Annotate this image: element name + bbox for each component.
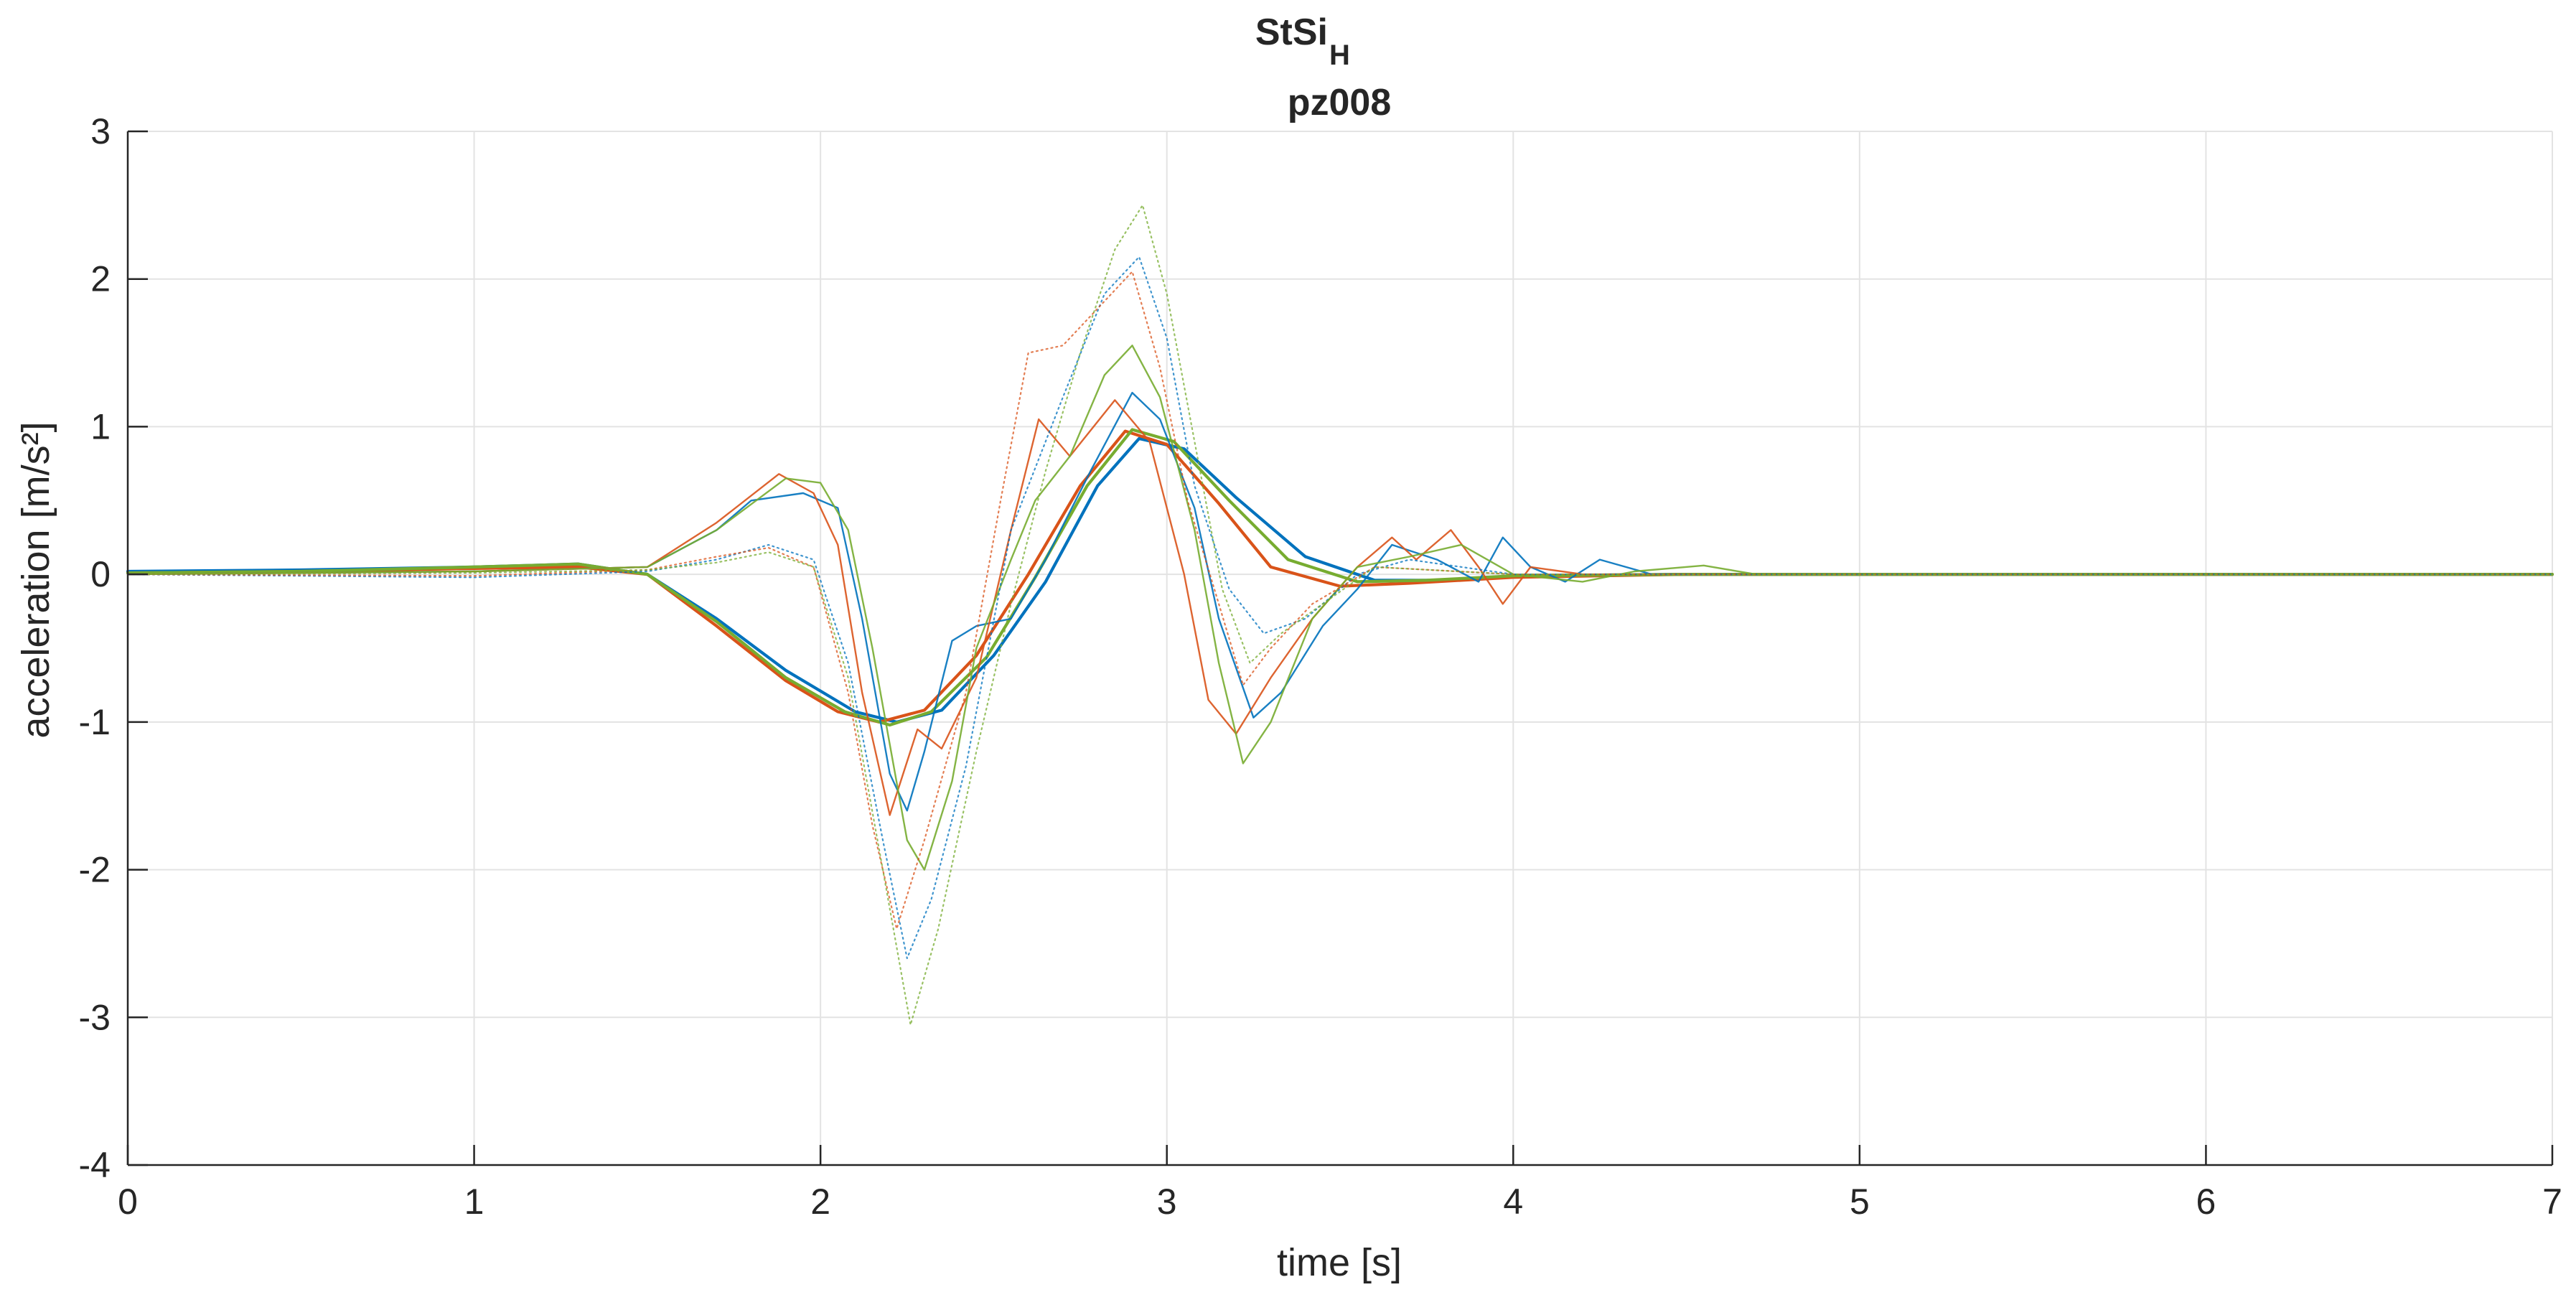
series-group [126, 204, 2554, 1026]
y-tick-label: -2 [79, 850, 111, 890]
x-axis-label: time [s] [1277, 1241, 1402, 1284]
x-tick-label: 0 [118, 1182, 138, 1222]
y-axis-label: acceleration [m/s²] [14, 421, 57, 738]
y-tick-label: -3 [79, 997, 111, 1037]
x-tick-label: 4 [1503, 1182, 1523, 1222]
series-blue-raw [126, 391, 2554, 812]
chart-title: StSi [1255, 11, 1328, 53]
x-tick-label: 3 [1157, 1182, 1177, 1222]
y-tick-label: 1 [90, 406, 111, 446]
x-tick-label: 5 [1850, 1182, 1870, 1222]
y-tick-label: -1 [79, 702, 111, 742]
series-blue-dotted [126, 256, 2554, 960]
series-green-dotted [126, 204, 2554, 1026]
y-tick-label: 2 [90, 259, 111, 299]
y-tick-label: -4 [79, 1145, 111, 1185]
y-tick-label: 0 [90, 554, 111, 594]
x-tick-label: 2 [810, 1182, 830, 1222]
series-red-dotted [126, 271, 2554, 930]
series-red-raw [126, 399, 2554, 816]
y-tick-label: 3 [90, 111, 111, 151]
chart-subtitle: pz008 [1288, 82, 1392, 123]
axes: 0 1 2 3 4 5 6 7 -4 -3 -2 -1 0 1 2 3 [79, 111, 2562, 1222]
x-tick-label: 6 [2196, 1182, 2216, 1222]
chart-title-subscript: H [1329, 39, 1350, 71]
series-green-raw [126, 345, 2554, 871]
x-tick-label: 1 [464, 1182, 484, 1222]
x-tick-label: 7 [2542, 1182, 2562, 1222]
